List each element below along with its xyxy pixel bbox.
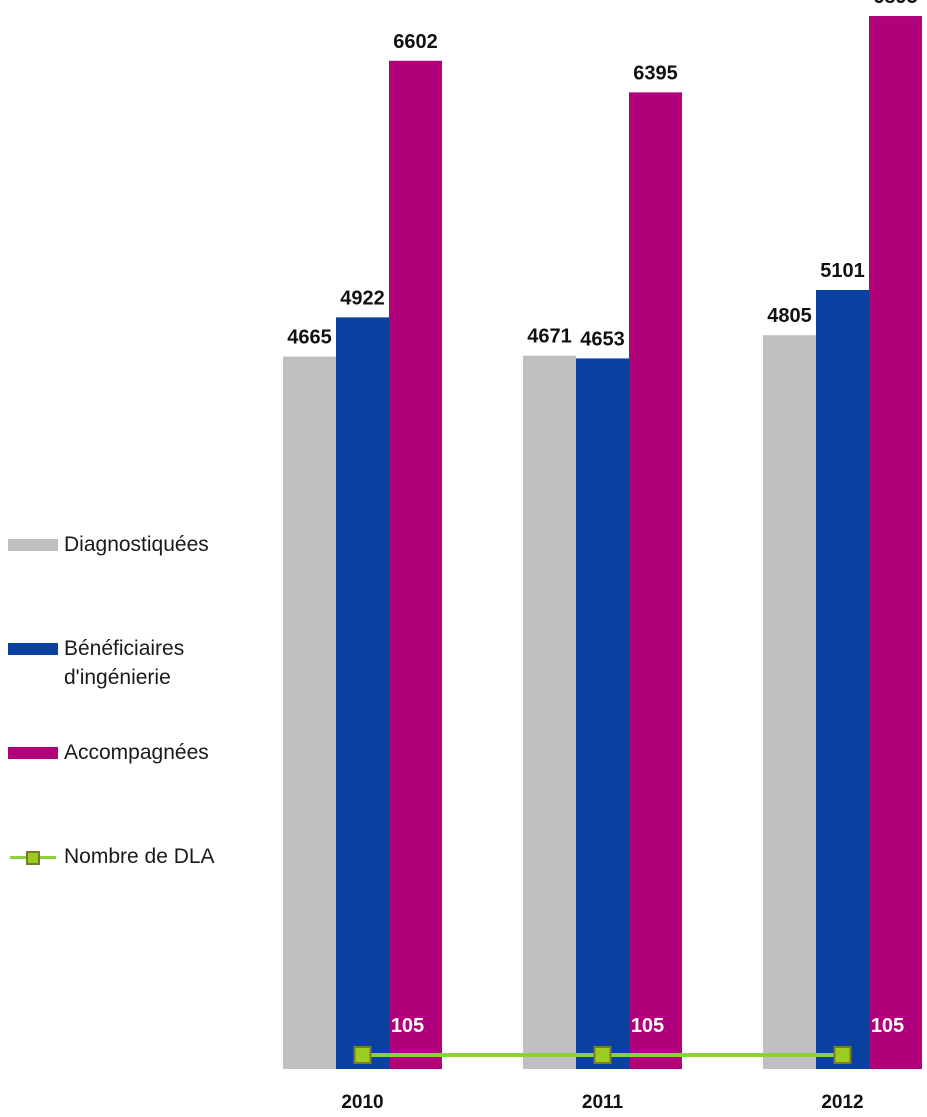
data-label-diagnostiquees-2010: 4665 [287, 327, 332, 349]
marker-nombre-de-dla-2012 [833, 1046, 852, 1064]
bar-beneficiaires-d-ingenierie-2012 [816, 290, 869, 1070]
legend-label-accompagnees: Accompagnées [64, 741, 209, 764]
data-label-accompagnees-2012: 6895 [873, 0, 918, 8]
data-label-beneficiaires-d-ingenierie-2012: 5101 [820, 260, 865, 282]
legend-swatch-beneficiaires-ingenierie [8, 643, 58, 655]
legend-item-beneficiaires-ingenierie: Bénéficiaires d'ingénierie [8, 634, 258, 692]
bar-accompagnees-2010 [389, 60, 442, 1070]
legend-item-accompagnees: Accompagnées [8, 738, 209, 767]
data-label-diagnostiquees-2012: 4805 [767, 305, 812, 327]
x-tick-label-2011: 2011 [582, 1092, 624, 1113]
data-label-beneficiaires-d-ingenierie-2010: 4922 [340, 287, 385, 309]
data-label-beneficiaires-d-ingenierie-2011: 4653 [580, 328, 625, 350]
legend-item-nombre-dla: Nombre de DLA [8, 842, 215, 871]
bar-beneficiaires-d-ingenierie-2011 [576, 358, 629, 1070]
data-label-nombre-de-dla-2012: 105 [871, 1015, 904, 1037]
bar-accompagnees-2012 [869, 16, 922, 1069]
legend-label-beneficiaires-ingenierie: Bénéficiaires d'ingénierie [64, 637, 185, 689]
data-label-nombre-de-dla-2011: 105 [631, 1015, 664, 1037]
legend-swatch-diagnostiquees [8, 539, 58, 551]
legend-swatch-accompagnees [8, 747, 58, 759]
marker-nombre-de-dla-2010 [353, 1046, 372, 1064]
bar-diagnostiquees-2010 [283, 356, 336, 1069]
bar-diagnostiquees-2012 [763, 335, 816, 1069]
data-label-nombre-de-dla-2010: 105 [391, 1015, 424, 1037]
x-tick-label-2012: 2012 [821, 1092, 863, 1113]
legend-label-nombre-dla: Nombre de DLA [64, 845, 215, 868]
bar-accompagnees-2011 [629, 92, 682, 1069]
legend-line-marker-icon [8, 849, 58, 865]
data-label-diagnostiquees-2011: 4671 [527, 326, 572, 348]
x-tick-label-2010: 2010 [341, 1092, 383, 1113]
bar-beneficiaires-d-ingenierie-2010 [336, 317, 389, 1069]
bar-diagnostiquees-2011 [523, 355, 576, 1069]
data-label-accompagnees-2010: 6602 [393, 31, 438, 53]
legend-item-diagnostiquees: Diagnostiquées [8, 530, 209, 559]
data-label-accompagnees-2011: 6395 [633, 62, 678, 84]
marker-nombre-de-dla-2011 [593, 1046, 612, 1064]
legend-label-diagnostiquees: Diagnostiquées [64, 533, 209, 556]
